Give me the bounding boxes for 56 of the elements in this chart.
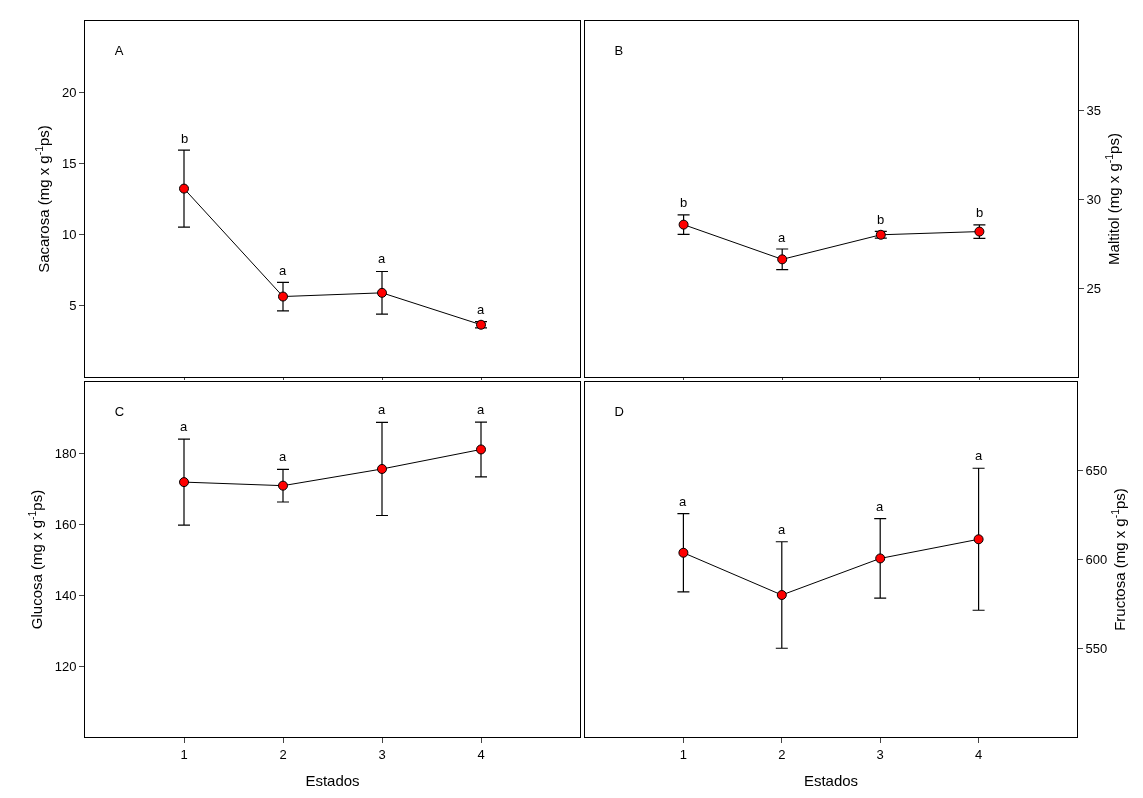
y-tick-label: 25 bbox=[1086, 280, 1102, 296]
annotation: a bbox=[778, 230, 786, 245]
annotation: a bbox=[279, 263, 287, 278]
text: A bbox=[114, 43, 124, 59]
annotation: b bbox=[976, 205, 984, 220]
point bbox=[678, 547, 689, 558]
x-tick-label: 3 bbox=[378, 746, 386, 762]
x-tick-label: 2 bbox=[778, 746, 786, 762]
point bbox=[278, 291, 288, 302]
point bbox=[776, 590, 787, 600]
y-tick-label: 35 bbox=[1086, 102, 1102, 118]
annotation: a bbox=[477, 302, 485, 317]
text: C bbox=[114, 403, 125, 419]
x-tick-label: 4 bbox=[477, 746, 485, 762]
x-axis-title: Estados bbox=[305, 771, 360, 789]
point bbox=[476, 444, 486, 455]
y-tick-label: 180 bbox=[54, 445, 77, 461]
y-tick-label: 30 bbox=[1086, 191, 1102, 207]
y-tick-label: 20 bbox=[61, 84, 77, 100]
x-tick-label: 1 bbox=[180, 746, 188, 762]
y-tick-label: 550 bbox=[1085, 640, 1108, 656]
annotation: a bbox=[778, 522, 786, 537]
annotation: a bbox=[378, 251, 386, 266]
y-tick-label: 120 bbox=[54, 658, 77, 674]
y-tick-label: 650 bbox=[1085, 463, 1108, 479]
y-tick-label: 600 bbox=[1085, 552, 1108, 568]
annotation: a bbox=[180, 419, 188, 434]
text: D bbox=[614, 403, 624, 419]
annotation: a bbox=[876, 499, 884, 514]
x-tick-label: 3 bbox=[876, 746, 884, 762]
annotation: b bbox=[181, 131, 189, 146]
annotation: a bbox=[378, 402, 386, 417]
annotation: a bbox=[477, 402, 485, 417]
y-tick-label: 10 bbox=[61, 227, 77, 243]
text: B bbox=[614, 43, 624, 59]
annotation: b bbox=[680, 195, 688, 210]
x-tick-label: 1 bbox=[679, 746, 688, 762]
point bbox=[973, 534, 984, 545]
annotation: a bbox=[975, 448, 983, 463]
x-tick-label: 4 bbox=[974, 746, 983, 762]
point bbox=[179, 477, 189, 488]
annotation: a bbox=[679, 494, 687, 509]
point bbox=[179, 183, 189, 194]
annotation: a bbox=[279, 449, 287, 464]
x-axis-title: Estados bbox=[803, 771, 859, 789]
point bbox=[377, 287, 387, 298]
point bbox=[777, 254, 788, 265]
y-tick-label: 5 bbox=[69, 298, 77, 314]
point bbox=[377, 463, 387, 474]
y-tick-label: 160 bbox=[54, 516, 77, 532]
annotation: b bbox=[877, 212, 885, 227]
point bbox=[278, 480, 288, 491]
point bbox=[875, 553, 886, 564]
x-tick-label: 2 bbox=[279, 746, 287, 762]
y-tick-label: 15 bbox=[61, 155, 77, 171]
y-tick-label: 140 bbox=[54, 587, 77, 603]
